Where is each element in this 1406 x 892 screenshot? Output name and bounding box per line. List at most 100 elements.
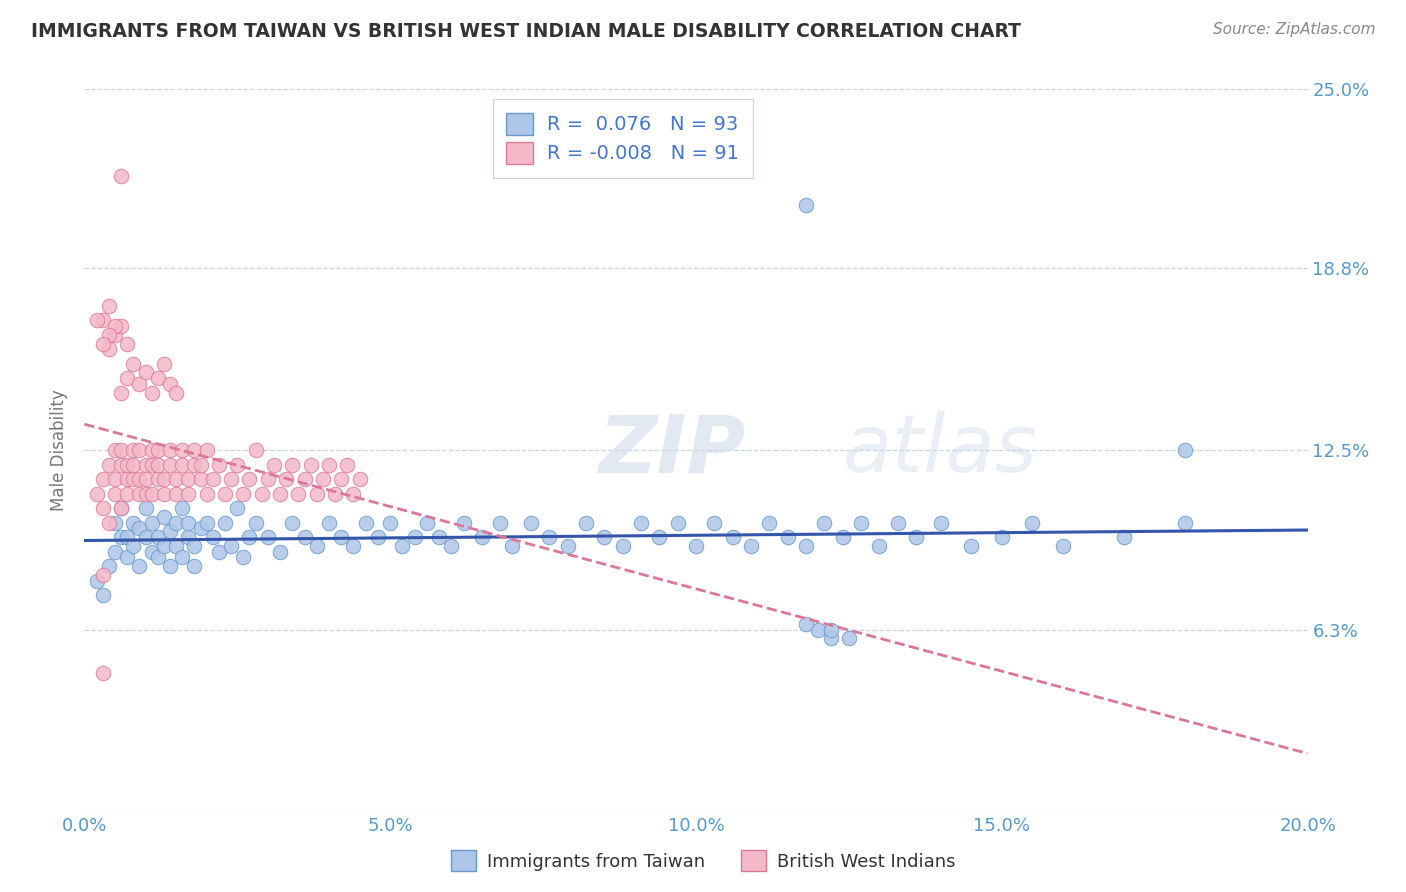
Point [263,458,285,472]
Point [342,487,364,501]
Point [245,516,267,530]
Point [183,458,205,472]
Point [128,472,150,486]
Point [146,443,169,458]
Point [281,458,304,472]
Point [838,632,860,646]
Point [153,510,176,524]
Point [453,516,475,530]
Text: ZIP: ZIP [598,411,745,490]
Point [323,487,346,501]
Point [489,516,512,530]
Point [91,336,114,351]
Point [141,544,163,558]
Point [115,472,138,486]
Point [226,458,249,472]
Point [807,623,830,637]
Point [226,501,249,516]
Point [905,530,928,544]
Point [91,472,114,486]
Point [820,623,842,637]
Point [104,516,127,530]
Point [146,458,169,472]
Legend: R =  0.076   N = 93, R = -0.008   N = 91: R = 0.076 N = 93, R = -0.008 N = 91 [492,99,752,178]
Point [740,539,762,553]
Point [342,539,364,553]
Point [367,530,389,544]
Point [183,559,205,574]
Point [159,524,181,539]
Point [257,530,280,544]
Point [294,472,316,486]
Point [135,366,157,380]
Point [159,458,181,472]
Point [91,665,114,680]
Point [276,472,298,486]
Point [305,539,328,553]
Point [208,458,231,472]
Point [153,539,176,553]
Point [86,487,108,501]
Point [794,198,817,212]
Point [354,516,377,530]
Point [115,371,138,385]
Point [232,487,254,501]
Point [159,559,181,574]
Point [91,567,114,582]
Point [776,530,799,544]
Point [349,472,371,486]
Point [502,539,524,553]
Point [122,472,145,486]
Point [794,616,817,631]
Point [557,539,579,553]
Point [312,472,335,486]
Point [190,521,212,535]
Point [115,458,138,472]
Point [648,530,671,544]
Y-axis label: Male Disability: Male Disability [49,390,67,511]
Point [201,530,224,544]
Point [135,530,157,544]
Point [416,516,439,530]
Point [97,343,120,357]
Point [257,472,280,486]
Point [172,458,194,472]
Point [135,487,157,501]
Point [122,539,145,553]
Point [110,458,132,472]
Point [929,516,952,530]
Point [97,559,120,574]
Point [245,443,267,458]
Point [214,487,236,501]
Point [104,487,127,501]
Point [115,487,138,501]
Point [593,530,616,544]
Point [104,544,127,558]
Point [471,530,494,544]
Point [269,544,291,558]
Point [135,458,157,472]
Text: atlas: atlas [842,411,1038,490]
Point [141,385,163,400]
Point [269,487,291,501]
Point [110,169,132,183]
Point [159,443,181,458]
Point [165,487,187,501]
Point [330,530,353,544]
Point [281,516,304,530]
Point [1052,539,1074,553]
Point [104,327,127,342]
Point [177,530,200,544]
Point [97,458,120,472]
Point [1174,516,1197,530]
Point [427,530,450,544]
Point [128,376,150,391]
Point [128,521,150,535]
Point [758,516,780,530]
Point [318,516,340,530]
Legend: Immigrants from Taiwan, British West Indians: Immigrants from Taiwan, British West Ind… [443,843,963,879]
Point [165,472,187,486]
Point [183,539,205,553]
Point [391,539,413,553]
Point [122,458,145,472]
